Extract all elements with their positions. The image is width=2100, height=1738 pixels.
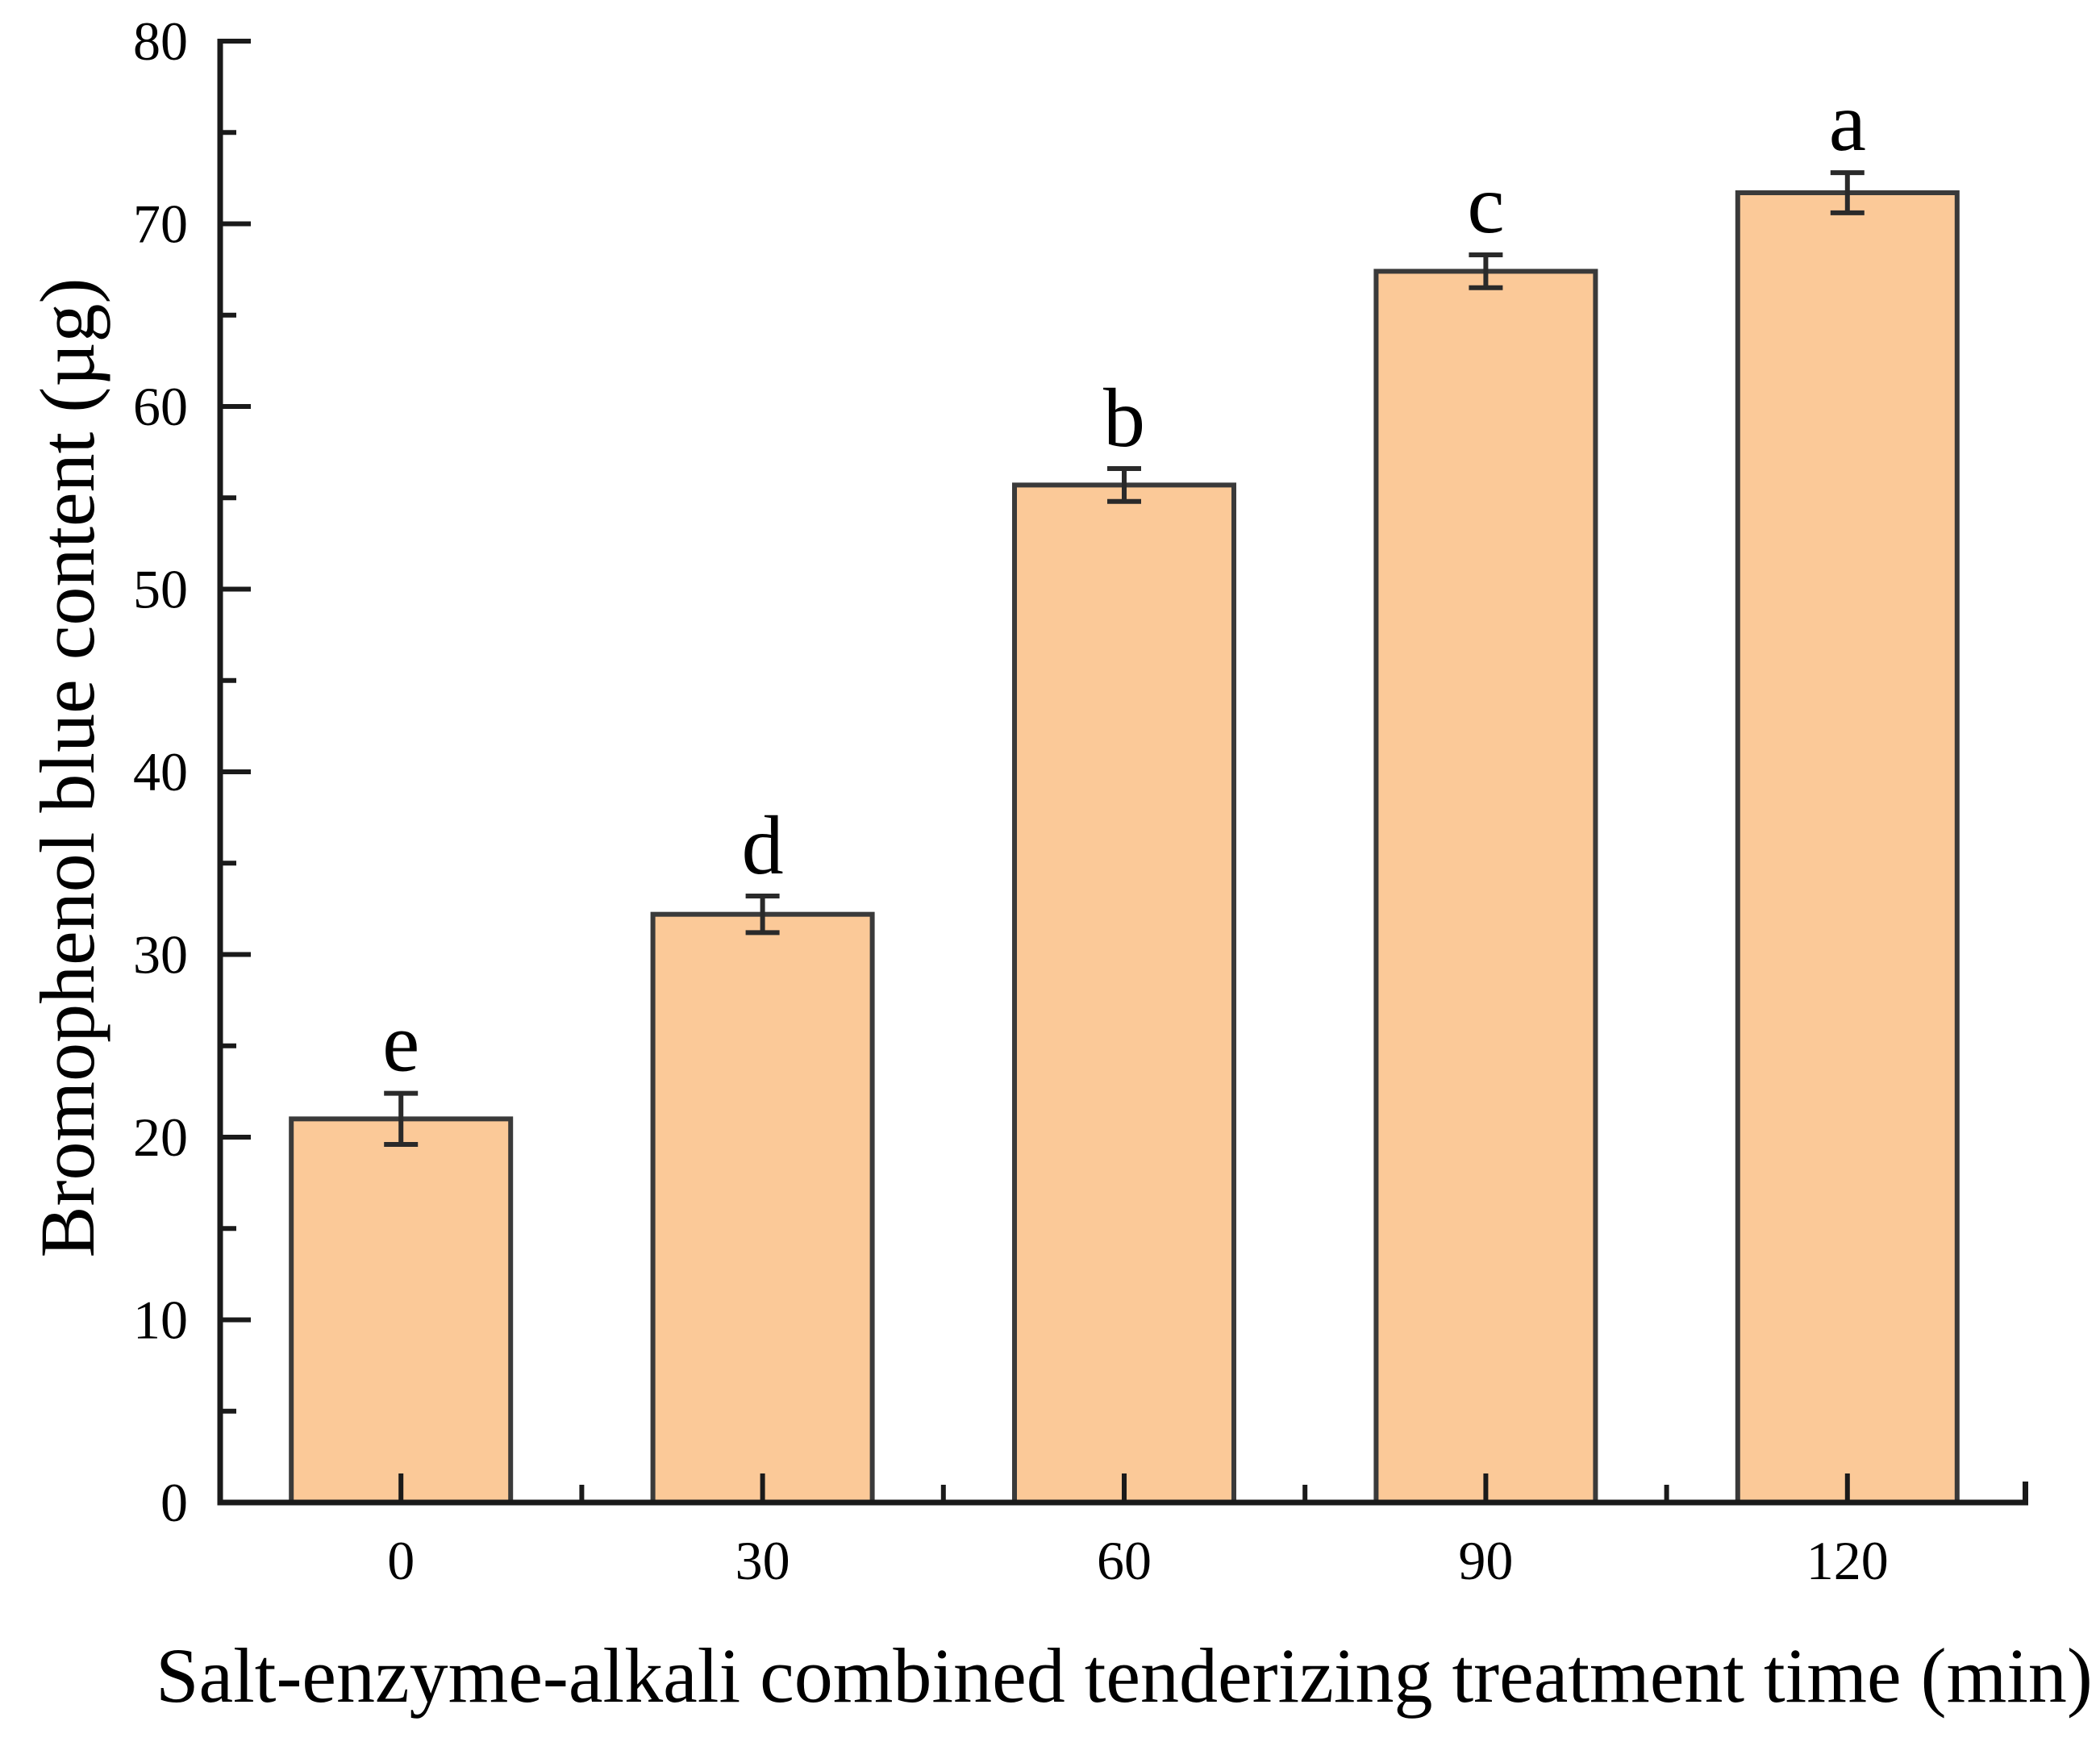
bar — [1735, 190, 1960, 1505]
x-axis-title: Salt-enzyme-alkali combined tenderizing … — [156, 1632, 2093, 1719]
bar — [289, 1116, 514, 1505]
significance-letter: a — [1829, 76, 1866, 169]
significance-letter: e — [382, 997, 419, 1090]
significance-letter: b — [1103, 372, 1145, 465]
y-tick-label: 0 — [160, 1472, 188, 1533]
bar — [1012, 482, 1236, 1505]
x-tick-label: 30 — [735, 1530, 790, 1591]
bar — [1373, 269, 1598, 1505]
y-tick-label: 10 — [133, 1290, 188, 1351]
significance-letter: d — [742, 799, 784, 892]
y-tick-label: 80 — [133, 10, 188, 72]
bar — [650, 911, 875, 1506]
y-tick-label: 50 — [133, 559, 188, 620]
x-tick-label: 90 — [1458, 1530, 1513, 1591]
y-tick-label: 60 — [133, 376, 188, 437]
y-tick-label: 30 — [133, 924, 188, 986]
x-tick-label: 60 — [1097, 1530, 1152, 1591]
significance-letter: c — [1467, 158, 1504, 251]
x-tick-label: 120 — [1806, 1530, 1889, 1591]
x-tick-label: 0 — [387, 1530, 415, 1591]
y-axis-title: Bromophenol blue content (µg) — [24, 277, 110, 1258]
y-tick-label: 40 — [133, 741, 188, 802]
y-tick-label: 20 — [133, 1107, 188, 1168]
y-tick-label: 70 — [133, 194, 188, 255]
